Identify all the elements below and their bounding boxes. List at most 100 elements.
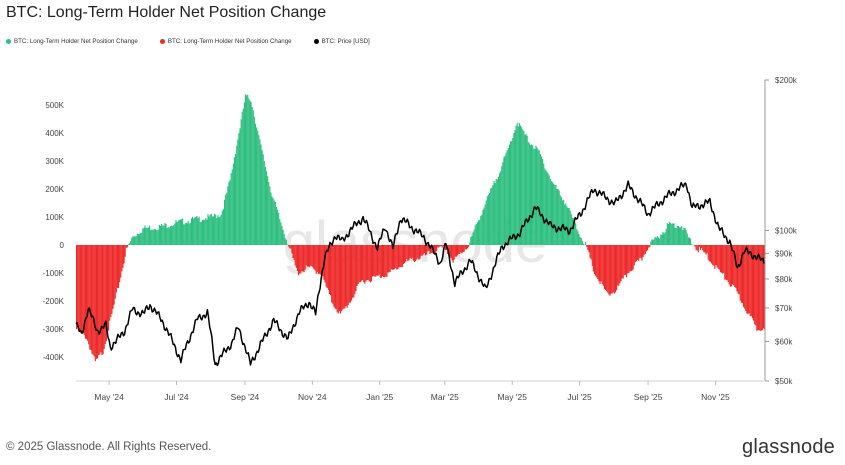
bar-positive — [186, 223, 188, 245]
bar-negative — [332, 245, 334, 304]
bar-negative — [402, 245, 405, 265]
legend-item-positive[interactable]: BTC: Long-Term Holder Net Position Chang… — [6, 38, 138, 45]
bar-positive — [691, 244, 693, 245]
bar-positive — [672, 223, 674, 245]
bar-positive — [536, 147, 538, 245]
bar-negative — [383, 245, 385, 278]
bar-positive — [177, 220, 179, 245]
bar-positive — [151, 229, 153, 245]
bar-negative — [706, 245, 708, 254]
bar-negative — [612, 245, 614, 293]
bar-positive — [671, 224, 673, 245]
bar-negative — [640, 245, 642, 258]
bar-negative — [733, 245, 735, 286]
bar-negative — [614, 245, 617, 293]
bar-positive — [256, 127, 258, 245]
bar-positive — [577, 231, 579, 245]
bar-positive — [669, 221, 671, 245]
bar-positive — [200, 221, 202, 245]
bar-positive — [220, 214, 222, 245]
bar-negative — [405, 245, 407, 262]
bar-positive — [518, 123, 520, 245]
bar-positive — [512, 137, 514, 245]
bar-negative — [739, 245, 741, 301]
bar-negative — [703, 245, 705, 253]
bar-positive — [486, 196, 488, 245]
bar-negative — [306, 245, 308, 267]
bar-positive — [652, 239, 654, 245]
bar-negative — [433, 245, 435, 253]
bar-negative — [84, 245, 86, 339]
bar-negative — [462, 245, 464, 253]
bar-negative — [101, 245, 103, 355]
bar-positive — [575, 223, 577, 245]
bar-positive — [521, 127, 523, 245]
bar-positive — [164, 223, 166, 245]
bar-positive — [153, 229, 155, 245]
bar-positive — [487, 194, 490, 245]
bar-negative — [609, 245, 611, 296]
bar-negative — [697, 245, 699, 253]
bar-negative — [749, 245, 751, 317]
bar-positive — [516, 122, 518, 245]
bar-positive — [284, 238, 286, 245]
bar-negative — [83, 245, 85, 335]
bar-negative — [595, 245, 597, 276]
bar-negative — [452, 245, 454, 263]
bar-negative — [341, 245, 343, 312]
bar-negative — [406, 245, 408, 259]
bar-positive — [581, 240, 583, 245]
bar-negative — [619, 245, 621, 284]
bar-positive — [655, 237, 657, 245]
bar-positive — [143, 227, 145, 245]
bar-negative — [723, 245, 725, 274]
bar-negative — [588, 245, 590, 253]
bar-positive — [247, 94, 249, 245]
bar-positive — [690, 238, 692, 245]
bar-positive — [203, 219, 205, 245]
bar-positive — [651, 239, 653, 245]
bar-negative — [599, 245, 601, 285]
bar-negative — [602, 245, 604, 286]
bar-negative — [343, 245, 345, 309]
brand-logo: glassnode — [742, 436, 835, 458]
bar-positive — [127, 244, 130, 245]
bar-positive — [191, 216, 194, 245]
bar-positive — [660, 234, 662, 245]
bar-positive — [253, 116, 255, 245]
bar-negative — [421, 245, 423, 256]
y-axis-right-ticks: $200k $100k $90k $80k $70k $60k $50k — [765, 76, 798, 386]
price-line — [75, 180, 765, 367]
bar-positive — [198, 216, 200, 245]
bar-positive — [550, 181, 553, 245]
bar-positive — [491, 187, 493, 245]
bar-positive — [197, 218, 199, 245]
bar-negative — [638, 245, 640, 261]
bar-positive — [579, 237, 581, 245]
bar-positive — [678, 227, 681, 245]
bar-negative — [398, 245, 400, 268]
bar-negative — [468, 245, 470, 247]
legend-item-price[interactable]: BTC: Price [USD] — [313, 38, 370, 45]
bar-negative — [356, 245, 358, 286]
bar-negative — [364, 245, 366, 284]
bar-positive — [232, 163, 234, 245]
bar-negative — [708, 245, 710, 262]
bar-positive — [270, 192, 272, 245]
bar-negative — [76, 245, 78, 329]
y-axis-left-ticks: 500K 400K 300K 200K 100K 0 -100K -200K -300K -400… — [43, 101, 65, 362]
y-left-tick-label: -100K — [43, 269, 65, 278]
bar-positive — [659, 238, 661, 245]
bar-positive — [496, 179, 498, 245]
bar-negative — [390, 245, 392, 270]
bar-positive — [250, 101, 252, 245]
bar-positive — [545, 170, 547, 245]
bar-positive — [503, 157, 505, 245]
bar-negative — [336, 245, 338, 313]
legend-item-negative[interactable]: BTC: Long-Term Holder Net Position Chang… — [159, 38, 292, 45]
bar-positive — [544, 168, 546, 245]
bar-positive — [249, 100, 251, 245]
bar-negative — [367, 245, 369, 280]
bar-positive — [193, 218, 195, 245]
bar-positive — [283, 234, 285, 245]
